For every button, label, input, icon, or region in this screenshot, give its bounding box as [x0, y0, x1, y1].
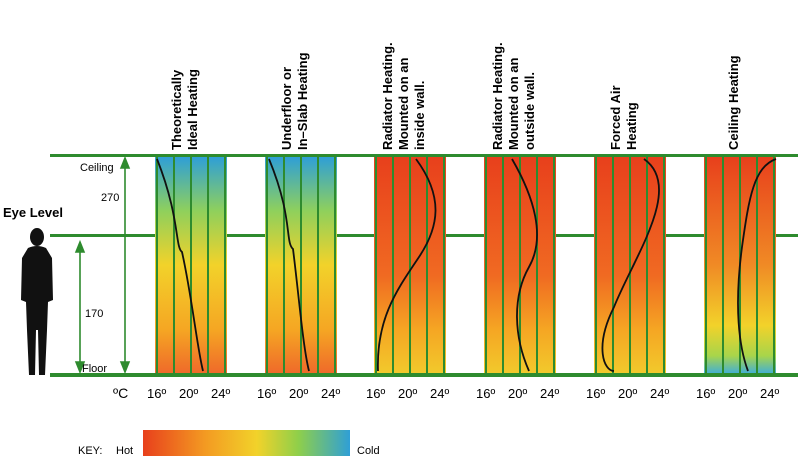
- panel-2: 16º 20º 24º Underfloor orIn–Slab Heating: [257, 52, 340, 401]
- panel-title: Ceiling Heating: [726, 55, 741, 150]
- tick-label: 20º: [618, 386, 637, 401]
- height-upper-label: 270: [101, 192, 119, 204]
- panel-4: 16º 20º 24º Radiator Heating.Mounted on ano…: [476, 42, 559, 401]
- eye-level-label: Eye Level: [3, 205, 63, 220]
- tick-label: 24º: [760, 386, 779, 401]
- panel-title-line: Mounted on an: [396, 58, 411, 150]
- panel-title: Underfloor orIn–Slab Heating: [279, 52, 310, 150]
- panel-1: 16º 20º 24º TheoreticallyIdeal Heating: [147, 69, 230, 401]
- key-cold-label: Cold: [357, 445, 380, 457]
- panel-title-line: Mounted on an: [506, 58, 521, 150]
- panel-title-line: outside wall.: [522, 72, 537, 150]
- tick-label: 16º: [476, 386, 495, 401]
- height-lower-label: 170: [85, 308, 103, 320]
- tick-label: 16º: [366, 386, 385, 401]
- temperature-curve: [511, 158, 538, 372]
- temperature-curve: [268, 158, 310, 372]
- temperature-curve: [601, 158, 660, 372]
- tick-label: 16º: [257, 386, 276, 401]
- panel-title: TheoreticallyIdeal Heating: [169, 69, 200, 150]
- tick-label: 20º: [398, 386, 417, 401]
- height-arrows: [74, 155, 131, 375]
- person-silhouette-icon: [21, 228, 53, 375]
- panel-title-line: Ideal Heating: [185, 69, 200, 150]
- key-label: KEY:: [78, 445, 102, 457]
- tick-label: 20º: [289, 386, 308, 401]
- tick-label: 24º: [540, 386, 559, 401]
- panel-title: Radiator Heating.Mounted on anoutside wa…: [490, 42, 537, 150]
- panels: 16º 20º 24º TheoreticallyIdeal Heating 16º 20…: [147, 42, 779, 401]
- temperature-curve: [156, 158, 204, 372]
- tick-label: 24º: [650, 386, 669, 401]
- tick-label: 24º: [321, 386, 340, 401]
- floor-line: [50, 373, 798, 377]
- tick-label: 16º: [586, 386, 605, 401]
- panel-title-line: Radiator Heating.: [490, 42, 505, 150]
- temperature-curve: [737, 158, 777, 372]
- ceiling-label: Ceiling: [80, 162, 114, 174]
- panel-title-line: Underfloor or: [279, 67, 294, 150]
- panel-title-line: In–Slab Heating: [295, 52, 310, 150]
- unit-label: ºC: [113, 385, 128, 401]
- panel-6: 16º 20º 24º Ceiling Heating: [696, 55, 779, 401]
- tick-label: 24º: [430, 386, 449, 401]
- panel-title-line: Forced Air: [608, 85, 623, 150]
- key-color-bar: [143, 430, 350, 456]
- panel-title: Forced AirHeating: [608, 85, 639, 150]
- panel-3: 16º 20º 24º Radiator Heating.Mounted on ani…: [366, 42, 449, 401]
- tick-label: 20º: [508, 386, 527, 401]
- tick-label: 20º: [179, 386, 198, 401]
- temperature-curve: [377, 158, 437, 372]
- panel-title-line: Heating: [624, 102, 639, 150]
- key-hot-label: Hot: [116, 445, 133, 457]
- ceiling-line: [50, 154, 798, 157]
- panel-title-line: Theoretically: [169, 69, 184, 150]
- tick-label: 16º: [696, 386, 715, 401]
- tick-label: 24º: [211, 386, 230, 401]
- tick-label: 20º: [728, 386, 747, 401]
- panel-title-line: Ceiling Heating: [726, 55, 741, 150]
- tick-label: 16º: [147, 386, 166, 401]
- panel-5: 16º 20º 24º Forced AirHeating: [586, 85, 669, 401]
- panel-title-line: inside wall.: [412, 81, 427, 150]
- panel-title: Radiator Heating.Mounted on aninside wal…: [380, 42, 427, 150]
- floor-label: Floor: [82, 363, 107, 375]
- panel-title-line: Radiator Heating.: [380, 42, 395, 150]
